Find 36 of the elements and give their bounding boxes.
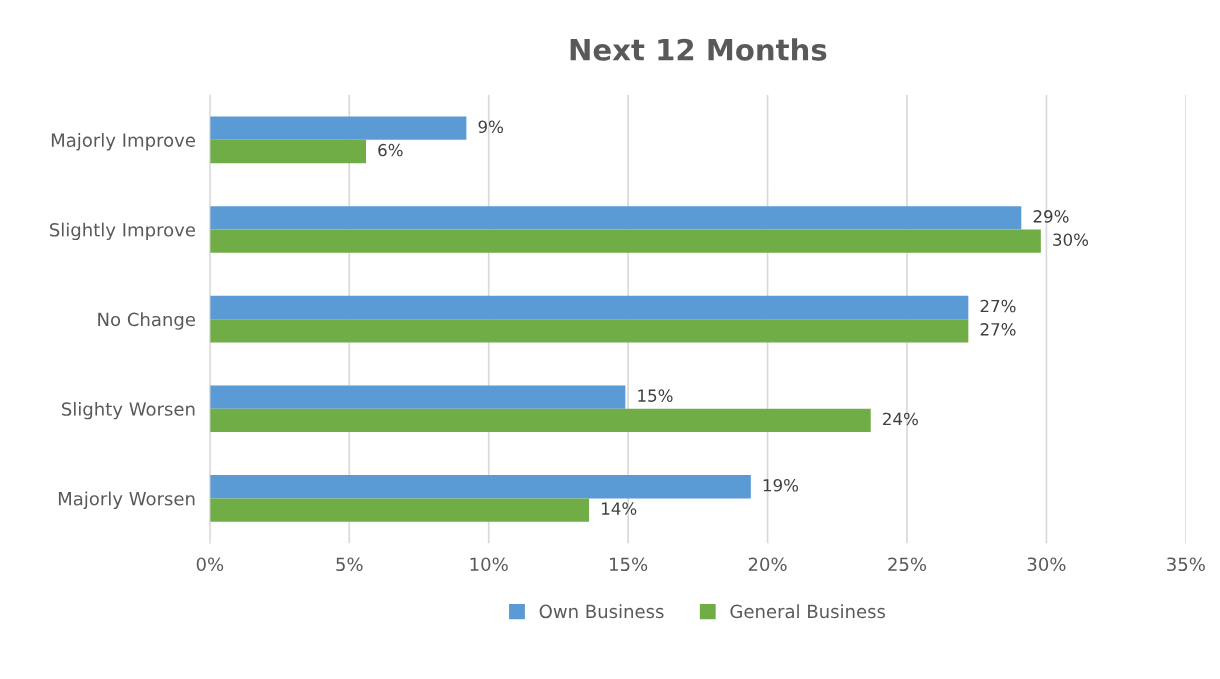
x-tick-label: 20% bbox=[748, 557, 787, 572]
chart-title: Next 12 Months bbox=[570, 38, 827, 61]
bar bbox=[209, 385, 626, 409]
legend-label: Own Business bbox=[539, 604, 664, 619]
bar bbox=[209, 229, 1041, 253]
x-tick-label: 5% bbox=[336, 557, 363, 572]
y-tick-label: Slighty Worsen bbox=[62, 401, 195, 420]
bar bbox=[209, 475, 751, 499]
x-tick-label: 0% bbox=[196, 557, 224, 572]
x-tick-label: 35% bbox=[1167, 557, 1205, 572]
x-tick-label: 15% bbox=[610, 557, 648, 572]
data-label: 27% bbox=[980, 299, 1016, 313]
data-label: 30% bbox=[1053, 233, 1089, 246]
bar bbox=[209, 116, 467, 140]
x-tick-label: 10% bbox=[470, 557, 508, 572]
y-tick-label: Slightly Improve bbox=[49, 222, 195, 241]
legend-label: General Business bbox=[730, 604, 886, 619]
bar bbox=[209, 206, 1022, 230]
x-tick-label: 25% bbox=[888, 557, 927, 572]
data-label: 19% bbox=[763, 478, 799, 492]
bar bbox=[209, 295, 969, 320]
data-label: 6% bbox=[378, 143, 403, 157]
data-label: 15% bbox=[638, 389, 673, 402]
y-tick-label: Majorly Worsen bbox=[58, 491, 195, 509]
y-tick-label: Majorly Improve bbox=[51, 133, 195, 151]
data-label: 14% bbox=[602, 502, 637, 515]
data-label: 29% bbox=[1033, 210, 1069, 223]
bar bbox=[209, 498, 590, 522]
bar bbox=[209, 408, 871, 433]
x-tick-label: 30% bbox=[1027, 557, 1066, 572]
data-label: 24% bbox=[883, 412, 918, 426]
y-tick-label: No Change bbox=[98, 312, 195, 330]
data-label: 9% bbox=[478, 120, 504, 134]
data-label: 27% bbox=[980, 323, 1016, 336]
bar bbox=[209, 319, 969, 343]
bar bbox=[209, 139, 366, 164]
